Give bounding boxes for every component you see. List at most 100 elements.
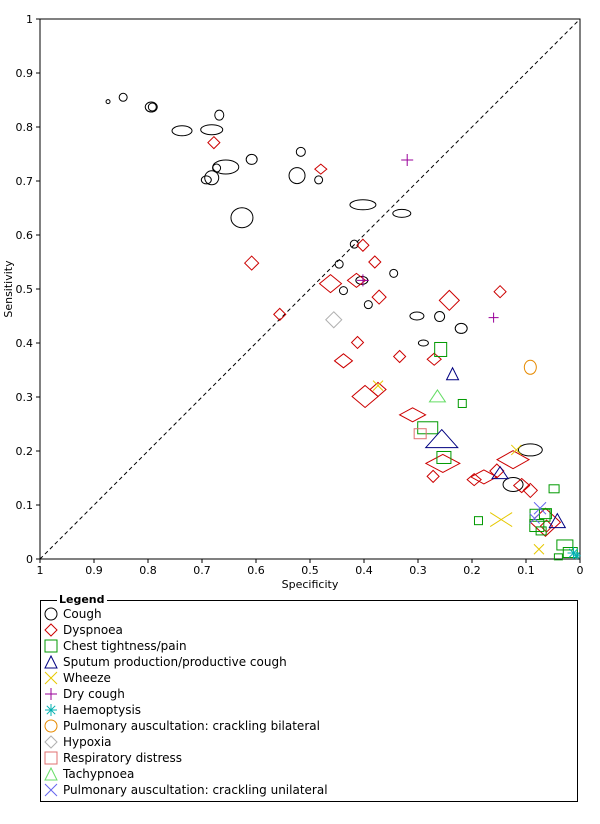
y-tick-label: 0.1 bbox=[16, 499, 34, 512]
data-point bbox=[457, 398, 467, 408]
legend-entry-cough: Cough bbox=[43, 606, 102, 622]
data-point bbox=[445, 366, 460, 381]
data-point bbox=[417, 339, 429, 347]
data-point bbox=[426, 469, 440, 484]
legend-marker-plus-icon bbox=[45, 688, 57, 700]
data-point bbox=[401, 153, 414, 166]
data-point bbox=[118, 92, 128, 102]
data-point bbox=[351, 384, 379, 409]
data-point bbox=[200, 175, 212, 185]
series-cough bbox=[105, 92, 543, 492]
data-point bbox=[436, 450, 452, 464]
data-point bbox=[529, 519, 545, 533]
legend-entry-dyspnoea: Dyspnoea bbox=[43, 622, 123, 638]
legend-entry-tachypnoea: Tachypnoea bbox=[43, 766, 134, 782]
legend-entry-pulmonary-auscultation-crackling-bilateral: Pulmonary auscultation: crackling bilate… bbox=[43, 718, 320, 734]
legend-marker-circle-icon bbox=[44, 607, 58, 621]
data-point bbox=[424, 428, 459, 449]
data-point bbox=[434, 341, 448, 357]
data-point bbox=[496, 450, 531, 470]
legend-entry-hypoxia: Hypoxia bbox=[43, 734, 112, 750]
legend: Legend Cough Dyspnoea Chest tightness/pain… bbox=[40, 593, 578, 802]
legend-label: Wheeze bbox=[63, 671, 111, 685]
legend-label: Dyspnoea bbox=[63, 623, 123, 637]
legend-label: Cough bbox=[63, 607, 102, 621]
legend-label: Pulmonary auscultation: crackling bilate… bbox=[63, 719, 320, 733]
data-point bbox=[428, 389, 447, 403]
series-dry-cough bbox=[356, 153, 499, 323]
data-point bbox=[389, 268, 399, 278]
data-point bbox=[473, 516, 483, 526]
x-axis-title: Specificity bbox=[282, 578, 339, 591]
legend-label: Tachypnoea bbox=[63, 767, 135, 781]
x-tick-label: 0.4 bbox=[355, 564, 373, 577]
y-tick-label: 0.3 bbox=[16, 391, 34, 404]
axis-ticks: 1 0.9 0.8 0.7 0.6 0.5 0.4 0.3 0.2 0.1 0 0 0.1 0.2 0.3 0… bbox=[16, 13, 584, 577]
y-tick-label: 0.4 bbox=[16, 337, 34, 350]
legend-label: Haemoptysis bbox=[63, 703, 142, 717]
data-point bbox=[512, 477, 531, 494]
data-point bbox=[144, 101, 158, 113]
series-pulmonary-auscultation-crackling-unilateral bbox=[529, 501, 547, 524]
legend-title: Legend bbox=[57, 593, 107, 606]
legend-marker bbox=[44, 654, 58, 669]
data-point bbox=[147, 102, 157, 112]
legend-entry-chest-tightness-pain: Chest tightness/pain bbox=[43, 638, 187, 654]
data-point bbox=[488, 312, 499, 323]
data-point bbox=[363, 300, 373, 310]
y-tick-label: 0.7 bbox=[16, 175, 34, 188]
series-chest-tightness-pain bbox=[417, 341, 578, 561]
data-point bbox=[572, 551, 581, 560]
data-point bbox=[105, 99, 111, 105]
legend-label: Chest tightness/pain bbox=[63, 639, 187, 653]
series-respiratory-distress bbox=[413, 428, 427, 440]
y-tick-label: 0.8 bbox=[16, 121, 34, 134]
data-point bbox=[424, 453, 461, 473]
legend-label: Respiratory distress bbox=[63, 751, 183, 765]
legend-marker bbox=[45, 688, 57, 700]
x-tick-label: 0.8 bbox=[139, 564, 157, 577]
legend-label: Hypoxia bbox=[63, 735, 112, 749]
data-point bbox=[214, 109, 225, 121]
legend-label: Sputum production/productive cough bbox=[63, 655, 287, 669]
data-point bbox=[438, 289, 461, 312]
data-point bbox=[548, 512, 567, 529]
series-sputum-production-productive-cough bbox=[424, 366, 567, 529]
legend-entry-haemoptysis: Haemoptysis bbox=[43, 702, 141, 718]
legend-entry-wheeze: Wheeze bbox=[43, 670, 111, 686]
data-point bbox=[204, 170, 220, 186]
data-point bbox=[409, 311, 425, 321]
data-point bbox=[523, 359, 537, 375]
y-tick-label: 0.6 bbox=[16, 229, 34, 242]
data-point bbox=[392, 349, 407, 364]
y-tick-label: 1 bbox=[26, 13, 33, 26]
y-tick-label: 0.9 bbox=[16, 67, 34, 80]
x-tick-label: 0.1 bbox=[517, 564, 535, 577]
series-wheeze bbox=[372, 380, 545, 555]
data-point bbox=[556, 539, 574, 551]
data-point bbox=[426, 352, 442, 366]
data-point bbox=[535, 526, 547, 536]
legend-marker-asterisk-icon bbox=[45, 704, 57, 716]
legend-marker-circle-icon bbox=[44, 719, 58, 733]
data-point bbox=[325, 311, 343, 329]
data-point bbox=[491, 465, 510, 480]
series-hypoxia bbox=[325, 311, 343, 329]
x-tick-label: 0.6 bbox=[247, 564, 265, 577]
data-point bbox=[356, 274, 369, 287]
series-pulmonary-auscultation-crackling-bilateral bbox=[523, 359, 537, 375]
legend-marker bbox=[44, 623, 58, 637]
legend-marker bbox=[44, 735, 58, 749]
data-point bbox=[510, 444, 522, 456]
data-point bbox=[243, 255, 260, 271]
data-point bbox=[533, 501, 547, 515]
data-point bbox=[212, 163, 222, 173]
series-tachypnoea bbox=[428, 389, 447, 403]
legend-marker bbox=[44, 719, 58, 733]
data-point bbox=[314, 175, 324, 185]
legend-marker bbox=[45, 704, 57, 716]
data-point bbox=[171, 125, 193, 137]
data-point bbox=[288, 167, 306, 185]
legend-entry-dry-cough: Dry cough bbox=[43, 686, 125, 702]
legend-entry-respiratory-distress: Respiratory distress bbox=[43, 750, 182, 766]
